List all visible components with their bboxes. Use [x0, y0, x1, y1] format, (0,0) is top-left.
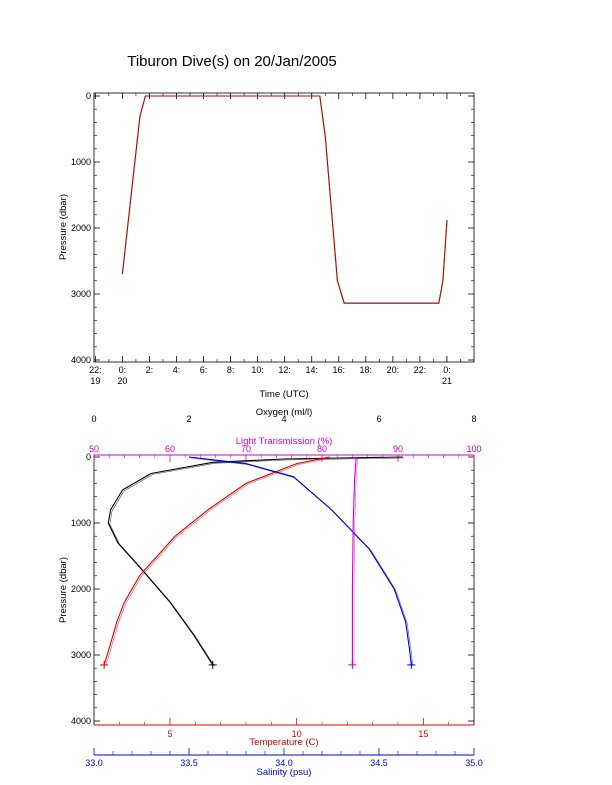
x-tick-label: 10:	[251, 365, 264, 375]
x-tick-sublabel: 19	[90, 376, 100, 386]
ctd-profile-axes: 0 2 4 6 8 50 60 70 80 90 100 5 10 15 33.0 33.5 34.0 34.5 3…	[85, 414, 483, 768]
ctd-profile-frame	[93, 454, 475, 726]
dive-profile-ylabel: Pressure (dbar)	[58, 194, 69, 260]
oxygen-tick-label: 4	[281, 414, 286, 424]
light-tick-label: 90	[393, 444, 403, 454]
y-tick-label: 2000	[71, 223, 91, 233]
dive-profile-xlabel: Time (UTC)	[259, 389, 308, 400]
x-tick-label: 2:	[146, 365, 154, 375]
oxygen-profile-line	[109, 457, 405, 667]
y-tick-label: 3000	[71, 650, 91, 660]
x-tick-sublabel: 20	[117, 376, 127, 386]
temperature-tick-label: 10	[292, 729, 302, 739]
x-tick-label: 12:	[278, 365, 291, 375]
x-tick-label: 8:	[227, 365, 235, 375]
ctd-profile-y-ticks: 0 1000 2000 3000 4000	[71, 452, 474, 726]
x-tick-label: 18:	[360, 365, 373, 375]
oxygen-tick-label: 8	[471, 414, 476, 424]
page-title: Tiburon Dive(s) on 20/Jan/2005	[127, 53, 337, 70]
x-tick-label: 20:	[387, 365, 400, 375]
y-tick-label: 4000	[71, 355, 91, 365]
y-tick-label: 3000	[71, 289, 91, 299]
light-tick-label: 80	[317, 444, 327, 454]
salinity-tick-label: 34.0	[275, 758, 293, 768]
light-profile-line	[351, 456, 357, 665]
y-tick-label: 0	[86, 452, 91, 462]
dive-profile-line	[122, 95, 448, 304]
temperature-profile-line	[105, 457, 332, 666]
light-tick-label: 50	[89, 444, 99, 454]
salinity-profile-line	[188, 456, 412, 665]
oxygen-axis-label: Oxygen (ml/l)	[256, 407, 312, 418]
dive-profile-line	[121, 95, 448, 304]
y-tick-label: 2000	[71, 584, 91, 594]
dive-profile-series	[121, 95, 448, 304]
dive-profile-y-ticks: 0 1000 2000 3000 4000	[71, 91, 474, 365]
light-tick-label: 60	[165, 444, 175, 454]
salinity-tick-label: 34.5	[370, 758, 388, 768]
dive-profile-frame	[93, 92, 475, 363]
temperature-profile-line	[103, 456, 330, 666]
temperature-axis-label: Temperature (C)	[249, 737, 318, 748]
oxygen-tick-label: 0	[91, 414, 96, 424]
x-tick-sublabel: 21	[442, 376, 452, 386]
light-profile-line	[353, 457, 358, 666]
salinity-tick-label: 33.0	[85, 758, 103, 768]
light-axis-label: Light Transmission (%)	[236, 436, 333, 447]
salinity-profile-line	[190, 457, 414, 666]
light-tick-label: 100	[466, 444, 481, 454]
ctd-profile-series	[100, 456, 416, 669]
y-tick-label: 4000	[71, 716, 91, 726]
salinity-axis-label: Salinity (psu)	[257, 767, 312, 778]
dive-profile-x-ticks: 22:190:202: 4: 6: 8: 10: 12: 14: 16: 18: 20: 22: 0:…	[89, 93, 461, 386]
y-tick-label: 1000	[71, 518, 91, 528]
x-tick-label: 0:	[443, 365, 451, 375]
x-tick-label: 6:	[200, 365, 208, 375]
x-tick-label: 0:	[119, 365, 127, 375]
oxygen-tick-label: 6	[376, 414, 381, 424]
salinity-tick-label: 35.0	[465, 758, 483, 768]
ctd-profile-chart: 0 1000 2000 3000 4000 0 2 4 6 8 50 60 70 80 90 100 5 10 1…	[58, 407, 483, 778]
light-tick-label: 70	[241, 444, 251, 454]
temperature-tick-label: 5	[167, 729, 172, 739]
x-tick-label: 22:	[89, 365, 102, 375]
x-tick-label: 14:	[305, 365, 318, 375]
y-tick-label: 1000	[71, 157, 91, 167]
x-tick-label: 16:	[333, 365, 346, 375]
x-tick-label: 4:	[173, 365, 181, 375]
y-tick-label: 0	[86, 91, 91, 101]
temperature-tick-label: 15	[418, 729, 428, 739]
ctd-profile-ylabel: Pressure (dbar)	[58, 557, 69, 623]
x-tick-label: 22:	[414, 365, 427, 375]
oxygen-tick-label: 2	[186, 414, 191, 424]
salinity-tick-label: 33.5	[180, 758, 198, 768]
